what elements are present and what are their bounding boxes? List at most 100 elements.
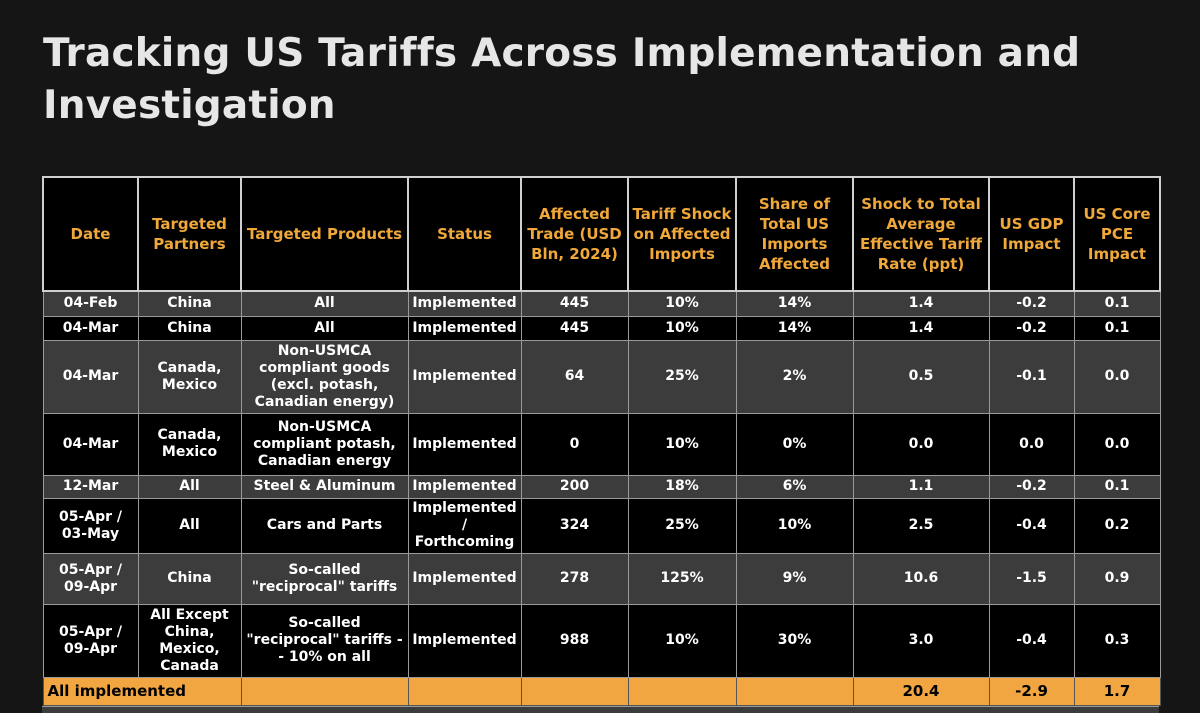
cell-date: 04-Mar	[42, 339, 139, 414]
table-row: 05-Apr / 09-Apr All Except China, Mexico…	[42, 603, 1161, 678]
cell-products: All	[240, 315, 409, 341]
cell-share-imports: 14%	[735, 290, 854, 317]
cell-tariff-shock: 10%	[627, 603, 737, 678]
table-row: 04-Mar Canada, Mexico Non-USMCA complian…	[42, 339, 1161, 414]
cell-products: So-called "reciprocal" tariffs - - 10% o…	[240, 603, 409, 678]
cell-affected-trade: 0	[520, 412, 629, 476]
cell-share-imports: 9%	[735, 552, 854, 605]
page-title: Tracking US Tariffs Across Implementatio…	[43, 31, 1081, 128]
cell-gdp-impact: 0.0	[988, 412, 1075, 476]
cell-tariff-shock: 125%	[627, 552, 737, 605]
cell-date: 04-Feb	[42, 290, 139, 317]
cell-products: Steel & Aluminum	[240, 474, 409, 499]
total-tariff-rate-shock: 20.4	[852, 676, 990, 706]
total-gdp-impact: -2.9	[988, 676, 1075, 706]
cell-gdp-impact: -0.4	[988, 603, 1075, 678]
cell-tariff-rate-shock: 0.0	[852, 412, 990, 476]
cell-share-imports: 0%	[735, 412, 854, 476]
header-share-imports: Share of Total US Imports Affected	[735, 176, 854, 292]
cell-status: Implemented	[407, 412, 522, 476]
tariff-table-container: Date Targeted Partners Targeted Products…	[42, 176, 1161, 706]
cell-tariff-shock: 18%	[627, 474, 737, 499]
header-tariff-rate-shock: Shock to Total Average Effective Tariff …	[852, 176, 990, 292]
table-continuation	[42, 706, 1159, 713]
table-row: 04-Feb China All Implemented 445 10% 14%…	[42, 290, 1161, 317]
cell-partners: China	[137, 552, 242, 605]
cell-affected-trade: 988	[520, 603, 629, 678]
cell-pce-impact: 0.9	[1073, 552, 1161, 605]
cell-partners: All	[137, 474, 242, 499]
cell-products: Non-USMCA compliant potash, Canadian ene…	[240, 412, 409, 476]
table-row: 04-Mar China All Implemented 445 10% 14%…	[42, 315, 1161, 341]
table-row: 05-Apr / 09-Apr China So-called "recipro…	[42, 552, 1161, 605]
cell-pce-impact: 0.0	[1073, 412, 1161, 476]
cell-gdp-impact: -0.1	[988, 339, 1075, 414]
cell-date: 04-Mar	[42, 315, 139, 341]
cell-products: Cars and Parts	[240, 497, 409, 554]
cell-products: All	[240, 290, 409, 317]
cell-affected-trade: 64	[520, 339, 629, 414]
header-status: Status	[407, 176, 522, 292]
cell-affected-trade: 445	[520, 290, 629, 317]
cell-products: Non-USMCA compliant goods (excl. potash,…	[240, 339, 409, 414]
header-affected-trade: Affected Trade (USD Bln, 2024)	[520, 176, 629, 292]
header-gdp-impact: US GDP Impact	[988, 176, 1075, 292]
cell-partners: China	[137, 315, 242, 341]
cell-status: Implemented	[407, 474, 522, 499]
cell-tariff-shock: 10%	[627, 315, 737, 341]
total-cell-empty	[407, 676, 522, 706]
header-products: Targeted Products	[240, 176, 409, 292]
cell-pce-impact: 0.3	[1073, 603, 1161, 678]
cell-tariff-rate-shock: 2.5	[852, 497, 990, 554]
cell-affected-trade: 324	[520, 497, 629, 554]
cell-partners: Canada, Mexico	[137, 412, 242, 476]
cell-partners: All Except China, Mexico, Canada	[137, 603, 242, 678]
cell-status: Implemented	[407, 603, 522, 678]
cell-share-imports: 6%	[735, 474, 854, 499]
total-cell-empty	[240, 676, 409, 706]
cell-affected-trade: 278	[520, 552, 629, 605]
cell-tariff-rate-shock: 1.1	[852, 474, 990, 499]
tariff-table: Date Targeted Partners Targeted Products…	[42, 176, 1161, 706]
cell-tariff-rate-shock: 1.4	[852, 315, 990, 341]
total-pce-impact: 1.7	[1073, 676, 1161, 706]
cell-tariff-rate-shock: 1.4	[852, 290, 990, 317]
cell-gdp-impact: -0.2	[988, 474, 1075, 499]
cell-share-imports: 14%	[735, 315, 854, 341]
cell-partners: China	[137, 290, 242, 317]
cell-partners: All	[137, 497, 242, 554]
table-row: 04-Mar Canada, Mexico Non-USMCA complian…	[42, 412, 1161, 476]
total-cell-empty	[735, 676, 854, 706]
header-date: Date	[42, 176, 139, 292]
cell-tariff-rate-shock: 10.6	[852, 552, 990, 605]
cell-tariff-shock: 25%	[627, 339, 737, 414]
cell-affected-trade: 200	[520, 474, 629, 499]
total-label: All implemented	[42, 676, 242, 706]
cell-tariff-rate-shock: 3.0	[852, 603, 990, 678]
cell-pce-impact: 0.1	[1073, 315, 1161, 341]
cell-tariff-shock: 10%	[627, 290, 737, 317]
cell-date: 05-Apr / 09-Apr	[42, 603, 139, 678]
cell-tariff-shock: 25%	[627, 497, 737, 554]
cell-date: 05-Apr / 09-Apr	[42, 552, 139, 605]
cell-products: So-called "reciprocal" tariffs	[240, 552, 409, 605]
cell-affected-trade: 445	[520, 315, 629, 341]
cell-status: Implemented	[407, 552, 522, 605]
table-row: 05-Apr / 03-May All Cars and Parts Imple…	[42, 497, 1161, 554]
cell-tariff-rate-shock: 0.5	[852, 339, 990, 414]
total-cell-empty	[627, 676, 737, 706]
cell-partners: Canada, Mexico	[137, 339, 242, 414]
cell-gdp-impact: -0.4	[988, 497, 1075, 554]
cell-pce-impact: 0.0	[1073, 339, 1161, 414]
cell-share-imports: 30%	[735, 603, 854, 678]
cell-tariff-shock: 10%	[627, 412, 737, 476]
cell-share-imports: 10%	[735, 497, 854, 554]
cell-pce-impact: 0.1	[1073, 290, 1161, 317]
table-row: 12-Mar All Steel & Aluminum Implemented …	[42, 474, 1161, 499]
cell-status: Implemented	[407, 339, 522, 414]
cell-status: Implemented	[407, 315, 522, 341]
cell-status: Implemented	[407, 290, 522, 317]
cell-date: 05-Apr / 03-May	[42, 497, 139, 554]
cell-share-imports: 2%	[735, 339, 854, 414]
header-partners: Targeted Partners	[137, 176, 242, 292]
